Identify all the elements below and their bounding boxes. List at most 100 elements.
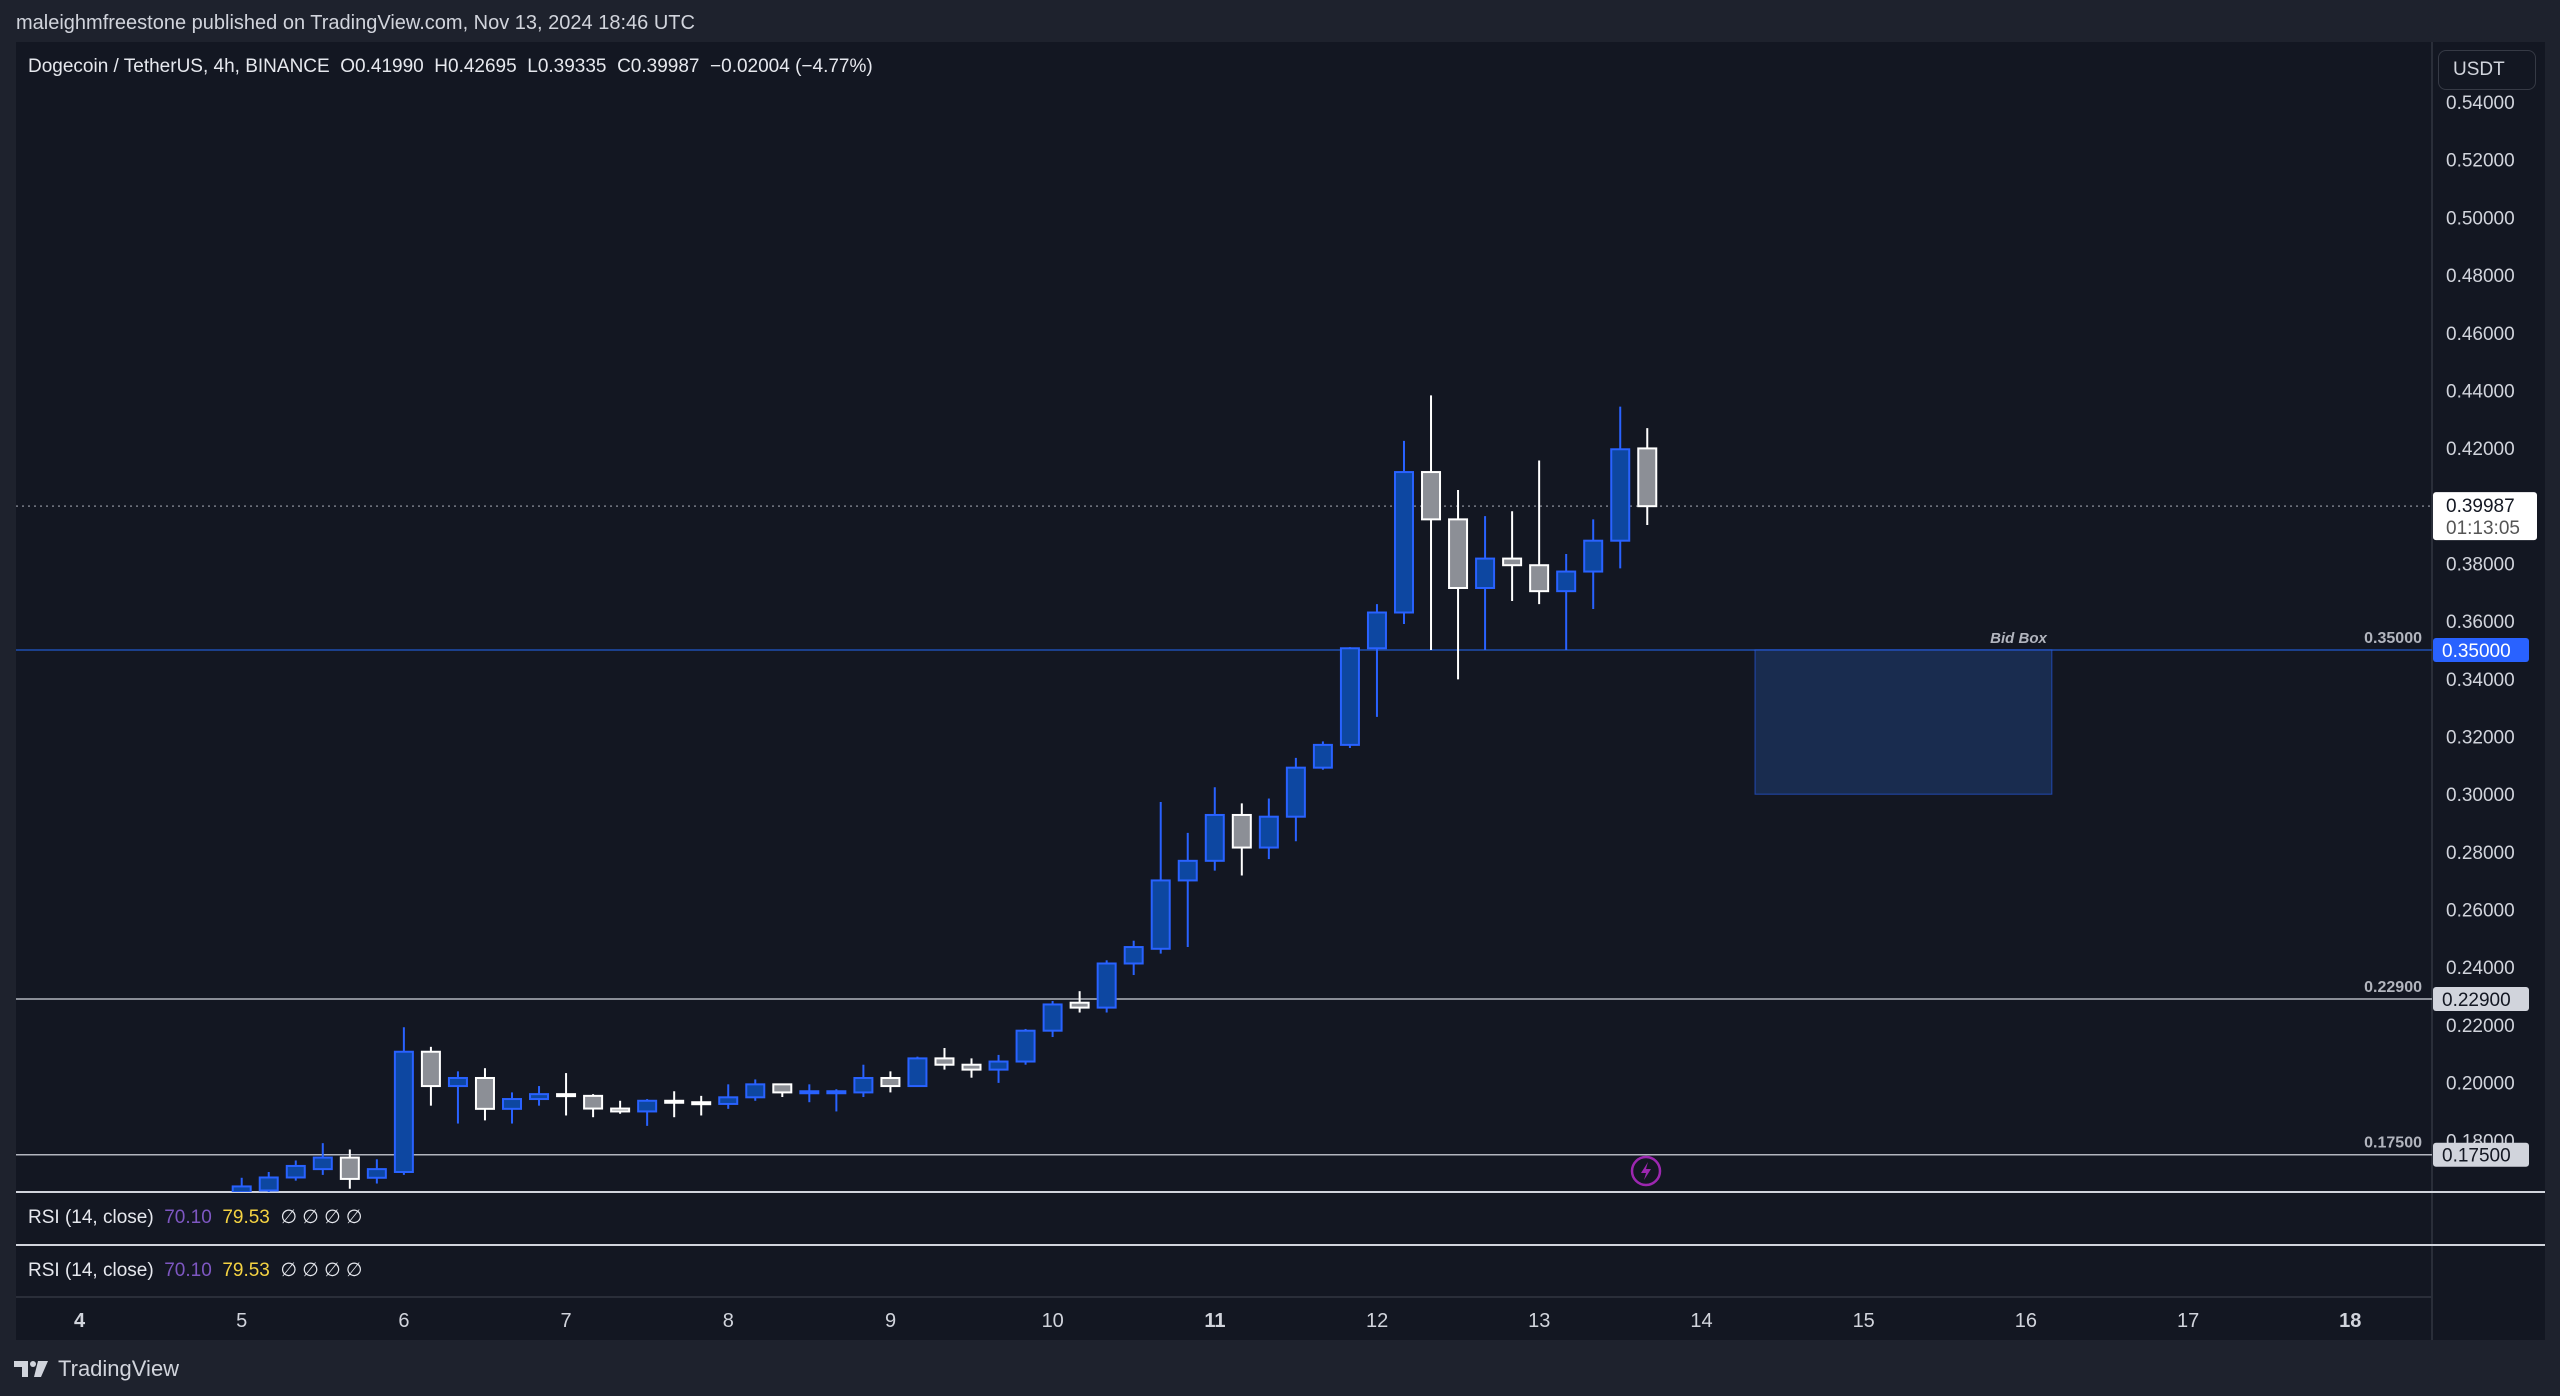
candle-body — [1015, 1029, 1036, 1063]
price-tick-label: 0.42000 — [2446, 439, 2515, 460]
candle-body — [745, 1083, 766, 1099]
candle[interactable] — [1529, 460, 1550, 605]
rsi-ma-value: 79.53 — [222, 1260, 270, 1281]
candle[interactable] — [1312, 741, 1333, 770]
candle[interactable] — [1231, 803, 1252, 876]
candle[interactable] — [502, 1092, 522, 1124]
candle[interactable] — [853, 1064, 874, 1098]
candle[interactable] — [1015, 1028, 1036, 1065]
candle[interactable] — [312, 1143, 333, 1175]
symbol-title: Dogecoin / TetherUS, 4h, BINANCE — [28, 56, 330, 77]
candle[interactable] — [1069, 991, 1090, 1013]
rsi-legend[interactable]: RSI (14, close) 70.10 79.53 ∅ ∅ ∅ ∅ — [28, 1206, 362, 1229]
candle[interactable] — [339, 1149, 360, 1189]
last-price-text: 0.39987 — [2446, 496, 2515, 517]
candle[interactable] — [1258, 798, 1279, 860]
candle-body — [1610, 448, 1631, 542]
price-tick-label: 0.34000 — [2446, 670, 2515, 691]
candle[interactable] — [745, 1079, 766, 1101]
candle-body — [1393, 471, 1414, 614]
candle[interactable] — [1637, 428, 1658, 525]
candle[interactable] — [1366, 604, 1387, 717]
candle[interactable] — [285, 1160, 306, 1181]
rsi-value: 70.10 — [164, 1207, 212, 1228]
candle[interactable] — [1177, 832, 1198, 948]
time-tick-label: 6 — [398, 1310, 409, 1332]
candle-body — [1448, 518, 1469, 589]
candle[interactable] — [1393, 440, 1414, 625]
candle[interactable] — [1123, 940, 1144, 976]
candle[interactable] — [1204, 787, 1225, 871]
candle-body — [1529, 564, 1550, 593]
candle-body — [1231, 813, 1252, 849]
candle-body — [880, 1076, 901, 1088]
candle[interactable] — [1096, 960, 1117, 1013]
candle[interactable] — [1421, 395, 1442, 650]
price-tick-label: 0.52000 — [2446, 151, 2515, 172]
price-tick-label: 0.50000 — [2446, 208, 2515, 229]
candle-body — [1069, 1001, 1090, 1009]
candle-body — [1096, 962, 1117, 1009]
candle-body — [1475, 557, 1496, 589]
chart-frame[interactable] — [16, 42, 2545, 1340]
candle[interactable] — [691, 1095, 712, 1116]
price-tick-label: 0.24000 — [2446, 958, 2515, 979]
currency-button[interactable]: USDT — [2438, 50, 2536, 90]
candle[interactable] — [637, 1099, 658, 1126]
candle-body — [799, 1090, 820, 1095]
candle[interactable] — [529, 1086, 550, 1106]
close-value: C0.39987 — [617, 56, 700, 77]
candle[interactable] — [988, 1054, 1009, 1083]
candle[interactable] — [1475, 516, 1496, 650]
candle-body — [853, 1076, 874, 1094]
candle[interactable] — [1339, 647, 1360, 749]
candle[interactable] — [556, 1073, 577, 1116]
candle[interactable] — [718, 1084, 739, 1109]
candle[interactable] — [1502, 511, 1523, 601]
candle[interactable] — [393, 1027, 414, 1175]
candle[interactable] — [447, 1071, 468, 1124]
candle[interactable] — [366, 1159, 387, 1184]
rsi-value: 70.10 — [164, 1260, 212, 1281]
price-tick-label: 0.38000 — [2446, 554, 2515, 575]
candle[interactable] — [1285, 757, 1306, 842]
rsi-legend[interactable]: RSI (14, close) 70.10 79.53 ∅ ∅ ∅ ∅ — [28, 1259, 362, 1282]
symbol-legend[interactable]: Dogecoin / TetherUS, 4h, BINANCE O0.4199… — [28, 56, 873, 78]
candle[interactable] — [420, 1046, 441, 1106]
time-tick-label: 15 — [1853, 1310, 1875, 1332]
candle[interactable] — [1150, 801, 1171, 954]
price-tick-label: 0.54000 — [2446, 93, 2515, 114]
tradingview-logo[interactable]: TradingView — [14, 1356, 179, 1382]
candle[interactable] — [880, 1071, 901, 1093]
candle[interactable] — [1610, 406, 1631, 569]
candle[interactable] — [934, 1047, 955, 1070]
price-axis: 0.54000 0.52000 0.50000 0.48000 0.46000 0.440… — [2446, 93, 2515, 1152]
candle[interactable] — [961, 1058, 982, 1078]
time-tick-label: 12 — [1366, 1310, 1388, 1332]
bid-box-rectangle[interactable] — [1754, 649, 2053, 795]
candle[interactable] — [826, 1089, 847, 1112]
candle-body — [393, 1050, 414, 1174]
published-by-text: maleighmfreestone published on TradingVi… — [16, 12, 695, 34]
candle[interactable] — [772, 1083, 793, 1098]
candle[interactable] — [799, 1084, 820, 1103]
candle[interactable] — [474, 1068, 495, 1121]
candle-body — [1150, 879, 1171, 950]
time-tick-label: 5 — [236, 1310, 247, 1332]
candle-body — [1177, 859, 1198, 882]
candle[interactable] — [610, 1100, 631, 1114]
candle[interactable] — [583, 1094, 604, 1118]
candle[interactable] — [1448, 489, 1469, 680]
candle[interactable] — [664, 1091, 685, 1118]
alert-lightning-icon[interactable] — [1630, 1155, 1662, 1187]
candle[interactable] — [1042, 1000, 1063, 1038]
candle[interactable] — [1583, 519, 1604, 610]
rsi-ma-value: 79.53 — [222, 1207, 270, 1228]
candle[interactable] — [907, 1056, 928, 1088]
level-price-tag — [2433, 1142, 2529, 1167]
time-tick-label: 16 — [2015, 1310, 2037, 1332]
candle[interactable] — [1556, 553, 1577, 650]
candle[interactable] — [231, 1177, 252, 1198]
candle[interactable] — [258, 1172, 279, 1195]
